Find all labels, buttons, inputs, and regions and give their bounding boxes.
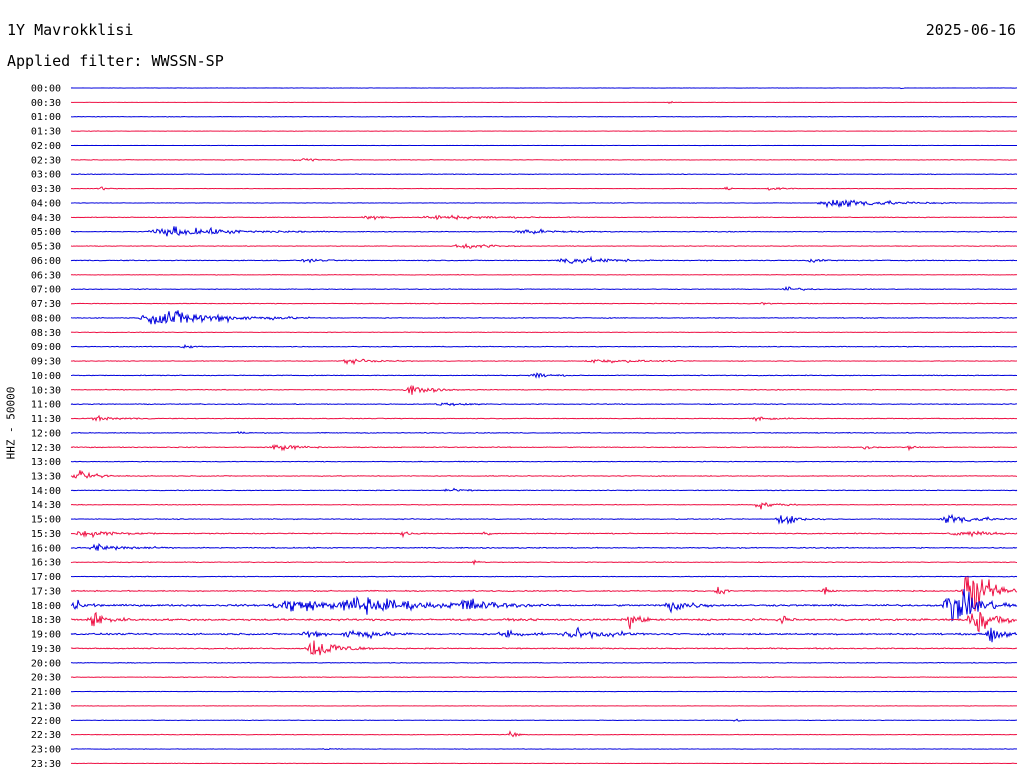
trace-line-1130 xyxy=(70,414,1018,422)
trace-line-1700 xyxy=(70,575,1018,578)
row-time-label: 03:00 xyxy=(31,170,61,181)
row-time-label: 07:30 xyxy=(31,299,61,310)
trace-line-0800 xyxy=(70,310,1018,325)
row-time-label: 10:30 xyxy=(31,385,61,396)
trace-line-1800 xyxy=(70,589,1018,622)
row-time-label: 20:00 xyxy=(31,658,61,669)
trace-line-1000 xyxy=(70,372,1018,379)
row-time-label: 14:00 xyxy=(31,486,61,497)
row-time-label: 14:30 xyxy=(31,500,61,511)
trace-line-0500 xyxy=(70,226,1018,237)
trace-line-0430 xyxy=(70,214,1018,221)
trace-line-1830 xyxy=(70,611,1018,633)
trace-line-0730 xyxy=(70,302,1018,306)
trace-line-2130 xyxy=(70,705,1018,707)
row-time-label: 09:30 xyxy=(31,357,61,368)
trace-line-1730 xyxy=(70,576,1018,612)
trace-line-1930 xyxy=(70,640,1018,656)
station-title: 1Y Mavrokklisi xyxy=(7,21,134,39)
row-time-label: 08:30 xyxy=(31,328,61,339)
trace-group xyxy=(70,87,1018,765)
row-time-label: 03:30 xyxy=(31,184,61,195)
row-time-label: 18:30 xyxy=(31,615,61,626)
trace-line-0300 xyxy=(70,173,1018,176)
row-time-label: 01:00 xyxy=(31,112,61,123)
row-time-label: 18:00 xyxy=(31,601,61,612)
row-time-label: 09:00 xyxy=(31,342,61,353)
trace-line-1600 xyxy=(70,543,1018,551)
trace-line-0930 xyxy=(70,358,1018,366)
trace-line-0000 xyxy=(70,87,1018,90)
trace-line-0530 xyxy=(70,242,1018,249)
row-time-label: 13:30 xyxy=(31,471,61,482)
trace-line-2100 xyxy=(70,690,1018,693)
row-time-label: 12:00 xyxy=(31,428,61,439)
row-time-label: 10:00 xyxy=(31,371,61,382)
trace-line-0400 xyxy=(70,199,1018,209)
trace-line-1200 xyxy=(70,431,1018,435)
row-time-label: 16:30 xyxy=(31,558,61,569)
row-time-label: 08:00 xyxy=(31,313,61,324)
row-time-label: 12:30 xyxy=(31,443,61,454)
row-time-label: 05:00 xyxy=(31,227,61,238)
trace-line-2000 xyxy=(70,661,1018,664)
trace-line-1300 xyxy=(70,460,1018,463)
row-time-label: 15:00 xyxy=(31,515,61,526)
trace-line-1900 xyxy=(70,626,1018,643)
row-time-label: 05:30 xyxy=(31,242,61,253)
trace-line-1630 xyxy=(70,559,1018,566)
row-time-label: 06:00 xyxy=(31,256,61,267)
row-time-label: 00:00 xyxy=(31,84,61,95)
row-time-label: 15:30 xyxy=(31,529,61,540)
row-time-label: 06:30 xyxy=(31,270,61,281)
trace-line-0830 xyxy=(70,331,1018,334)
row-time-label: 19:00 xyxy=(31,630,61,641)
row-time-label: 00:30 xyxy=(31,98,61,109)
row-time-label: 07:00 xyxy=(31,285,61,296)
trace-line-0100 xyxy=(70,115,1018,118)
row-time-label: 23:30 xyxy=(31,759,61,770)
trace-line-1030 xyxy=(70,384,1018,395)
row-time-label: 16:00 xyxy=(31,543,61,554)
trace-line-2030 xyxy=(70,676,1018,679)
row-time-label: 17:30 xyxy=(31,586,61,597)
trace-line-0700 xyxy=(70,285,1018,291)
row-time-label: 21:30 xyxy=(31,701,61,712)
trace-line-0330 xyxy=(70,186,1018,191)
trace-line-0900 xyxy=(70,343,1017,349)
trace-line-0600 xyxy=(70,255,1018,265)
row-time-label: 04:00 xyxy=(31,198,61,209)
row-time-label: 04:30 xyxy=(31,213,61,224)
date-label: 2025-06-16 xyxy=(925,21,1016,39)
row-time-label: 20:30 xyxy=(31,673,61,684)
trace-line-1330 xyxy=(70,470,1018,479)
trace-line-1400 xyxy=(70,487,1018,492)
row-time-label: 01:30 xyxy=(31,127,61,138)
row-time-label: 02:00 xyxy=(31,141,61,152)
filter-label: Applied filter: WWSSN-SP xyxy=(7,52,224,70)
trace-line-2230 xyxy=(70,730,1018,738)
row-time-label: 21:00 xyxy=(31,687,61,698)
trace-line-1430 xyxy=(70,501,1018,510)
trace-line-1530 xyxy=(70,530,1018,539)
trace-line-0630 xyxy=(70,273,1018,276)
trace-line-0230 xyxy=(70,158,1018,162)
row-time-label: 22:30 xyxy=(31,730,61,741)
row-time-label: 13:00 xyxy=(31,457,61,468)
trace-line-2200 xyxy=(70,718,1018,722)
trace-line-0030 xyxy=(70,100,1018,104)
row-time-label: 22:00 xyxy=(31,716,61,727)
row-time-label: 19:30 xyxy=(31,644,61,655)
row-time-label: 11:30 xyxy=(31,414,61,425)
trace-line-1500 xyxy=(70,513,1018,525)
row-time-label: 17:00 xyxy=(31,572,61,583)
trace-line-2300 xyxy=(70,747,1018,751)
trace-line-1100 xyxy=(70,402,1018,407)
row-time-label: 23:00 xyxy=(31,745,61,756)
tick-labels: 00:00 00:30 01:00 01:30 02:00 02:30 03:00 03:30… xyxy=(31,84,61,770)
trace-line-1230 xyxy=(70,444,1018,452)
row-time-label: 11:00 xyxy=(31,400,61,411)
row-time-label: 02:30 xyxy=(31,155,61,166)
